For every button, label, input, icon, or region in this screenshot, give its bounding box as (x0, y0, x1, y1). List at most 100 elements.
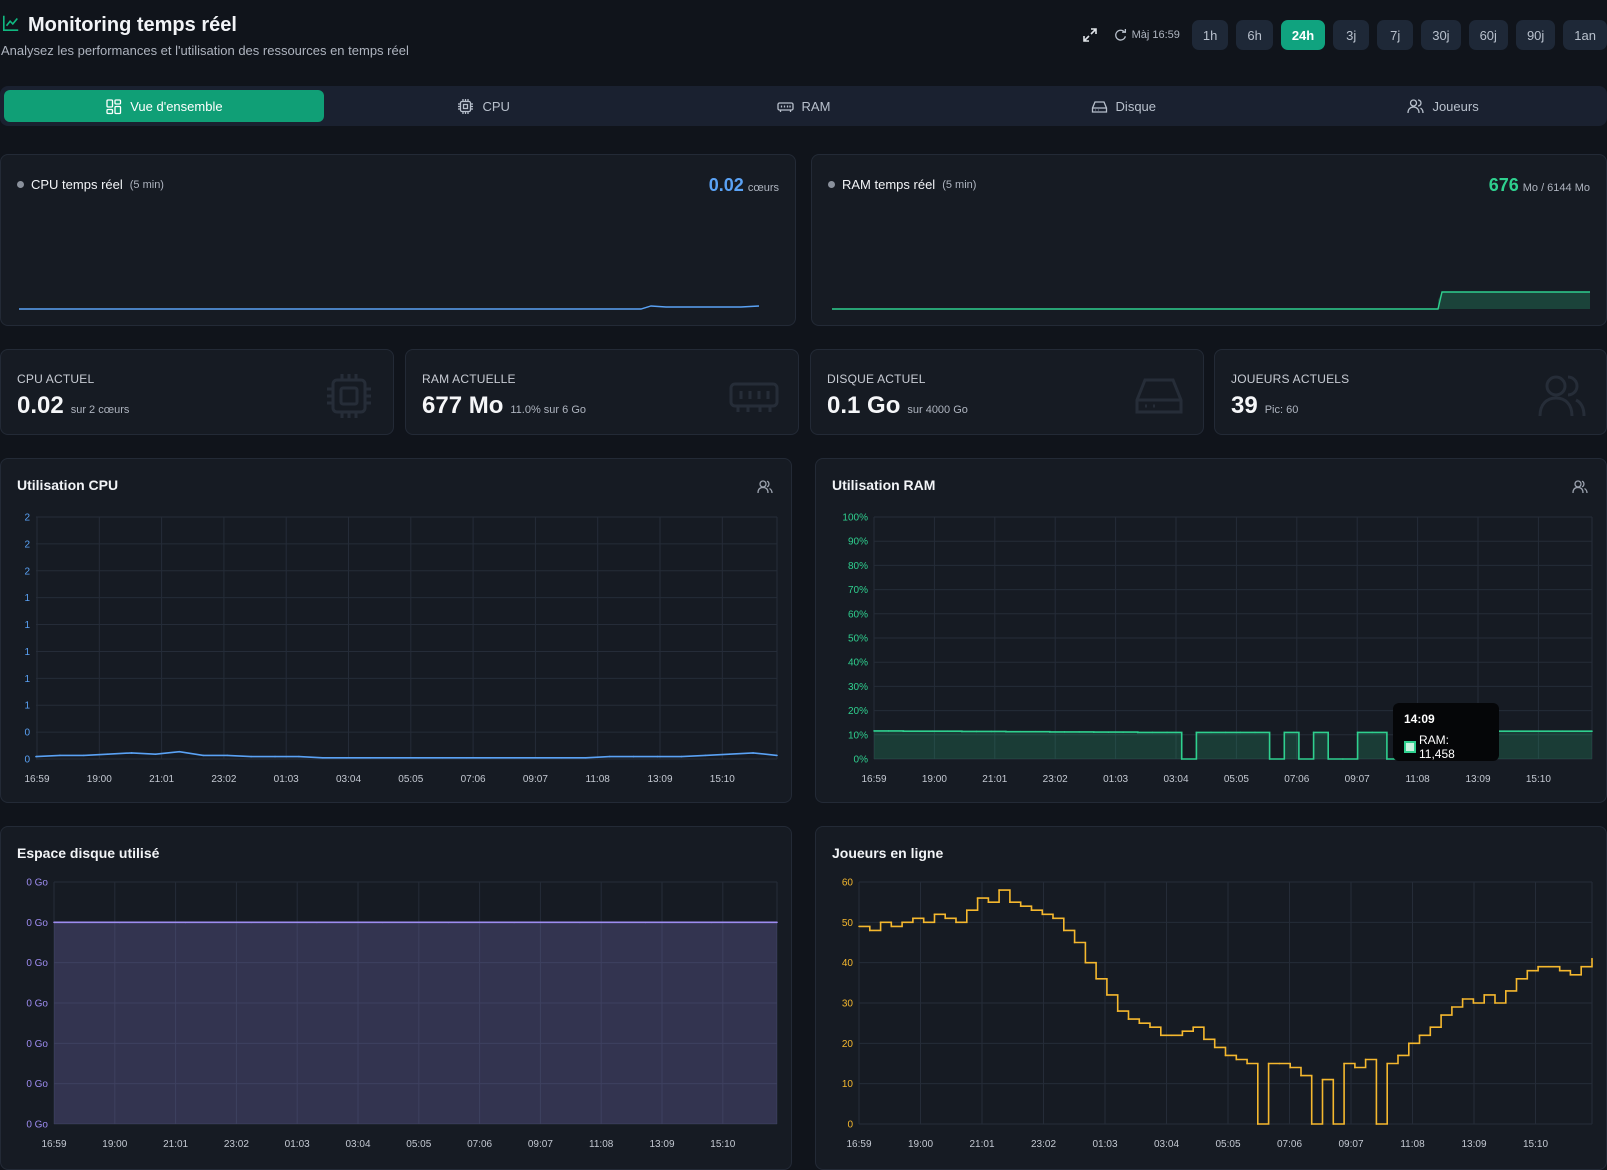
cpu-data-point (369, 756, 372, 759)
x-tick-label: 01:03 (1103, 774, 1128, 785)
ram-data-point (1298, 758, 1300, 760)
cpu-data-point (441, 756, 444, 759)
realtime-ram-sparkline (832, 291, 1590, 310)
y-tick-label: 20% (848, 706, 868, 717)
y-tick-label: 1 (24, 674, 30, 685)
ram-data-point (1224, 731, 1227, 734)
ram-data-point (1591, 730, 1593, 732)
y-tick-label: 2 (24, 539, 30, 550)
ram-data-point (1019, 730, 1022, 733)
expand-icon[interactable] (1080, 25, 1100, 45)
stat-players-detail: Pic: 60 (1264, 404, 1299, 416)
y-tick-label: 0 Go (26, 999, 48, 1010)
players-data-point (1213, 1046, 1216, 1049)
players-data-point (965, 909, 968, 912)
x-tick-label: 21:01 (982, 774, 1007, 785)
tab-label: Vue d'ensemble (130, 98, 223, 114)
x-tick-label: 19:00 (102, 1139, 127, 1150)
range-button-6h[interactable]: 6h (1236, 20, 1273, 50)
users-icon[interactable] (1572, 479, 1588, 495)
ram-data-point (1386, 758, 1388, 760)
y-tick-label: 0% (854, 755, 869, 766)
range-button-3j[interactable]: 3j (1333, 20, 1370, 50)
ram-data-point (1517, 730, 1520, 732)
tab-vue-d-ensemble[interactable]: Vue d'ensemble (4, 90, 324, 122)
players-data-point (1095, 978, 1097, 980)
players-data-point (1472, 1002, 1475, 1004)
y-tick-label: 60% (848, 609, 868, 620)
players-data-point (1300, 1074, 1302, 1077)
cpu-data-point (465, 756, 468, 759)
range-button-1h[interactable]: 1h (1191, 20, 1229, 50)
players-data-point (1030, 909, 1033, 912)
cpu-usage-title: Utilisation CPU (17, 477, 119, 493)
disk-data-point (316, 921, 318, 924)
x-tick-label: 09:07 (528, 1139, 553, 1150)
range-button-24h[interactable]: 24h (1280, 20, 1326, 50)
cpu-data-point (680, 755, 683, 758)
players-data-point (1386, 1062, 1388, 1065)
y-tick-label: 0 Go (26, 878, 48, 889)
players-data-point (1569, 973, 1572, 976)
cpu-data-point (489, 756, 491, 759)
realtime-cpu-value: 0.02 (708, 175, 744, 195)
cpu-usage-chart: 2 2 2 1 1 1 1 1 0 0 16:59 19:00 21:01 23:02 01:03 03:04… (24, 513, 778, 785)
range-button-30j[interactable]: 30j (1421, 20, 1461, 50)
realtime-ram-title: RAM temps réel (842, 177, 936, 192)
users-icon[interactable] (757, 479, 773, 495)
players-data-point (1332, 1123, 1335, 1125)
users-icon (1538, 375, 1586, 417)
cpu-series-line (35, 750, 778, 759)
title-row: Monitoring temps réel (2, 14, 237, 37)
range-button-90j[interactable]: 90j (1515, 20, 1556, 50)
disk-usage-title: Espace disque utilisé (17, 845, 160, 861)
players-data-point (1278, 1062, 1281, 1065)
x-tick-label: 23:02 (1031, 1139, 1056, 1150)
tab-joueurs[interactable]: Joueurs (1283, 90, 1603, 122)
cpu-data-point (274, 755, 276, 758)
players-data-point (1537, 965, 1539, 968)
y-tick-label: 0 (24, 755, 30, 766)
x-tick-label: 23:02 (1043, 774, 1068, 785)
x-tick-label: 23:02 (211, 774, 236, 785)
players-data-point (1084, 961, 1087, 964)
tooltip-swatch (1404, 741, 1416, 753)
y-tick-label: 10% (848, 730, 868, 741)
players-online-title: Joueurs en ligne (832, 845, 944, 861)
x-tick-label: 01:03 (285, 1139, 310, 1150)
players-data-point (1504, 990, 1507, 992)
ram-data-point (1254, 731, 1256, 734)
realtime-cpu-title-group: CPU temps réel (5 min) (17, 177, 164, 192)
players-data-point (1310, 1123, 1313, 1125)
tab-bar: Vue d'ensemble CPU RAM Disque Joueurs (0, 86, 1607, 126)
ram-data-point (1034, 730, 1036, 733)
cpu-data-point (130, 752, 133, 754)
x-tick-label: 11:08 (589, 1139, 614, 1150)
players-data-point (1019, 905, 1022, 907)
players-data-point (922, 921, 925, 924)
ram-usage-card: Utilisation RAM 100% 90% 80% 70% 60% 50% 40% 30… (815, 458, 1607, 803)
ram-data-point (902, 730, 905, 732)
ram-data-point (1576, 730, 1579, 732)
users-icon (1407, 98, 1425, 113)
ram-data-point (1356, 731, 1359, 734)
range-button-1an[interactable]: 1an (1563, 20, 1607, 50)
players-data-point (1397, 1054, 1399, 1057)
ram-data-point (1342, 758, 1344, 760)
ram-data-point (1371, 731, 1374, 734)
stat-card-ram: RAM ACTUELLE 677 Mo 11.0% sur 6 Go (405, 349, 799, 435)
players-data-point (1526, 969, 1529, 972)
disk-usage-chart: 0 Go 0 Go 0 Go 0 Go 0 Go 0 Go 0 Go 16:59 19:00 21… (26, 878, 778, 1150)
ram-data-point (1210, 731, 1212, 734)
players-data-point (1106, 994, 1108, 996)
range-button-7j[interactable]: 7j (1377, 20, 1414, 50)
stat-ram-value-group: 677 Mo 11.0% sur 6 Go (422, 392, 586, 420)
range-button-60j[interactable]: 60j (1468, 20, 1508, 50)
refresh-button[interactable]: Màj 16:59 (1114, 28, 1180, 42)
tab-cpu[interactable]: CPU (324, 90, 644, 122)
tab-ram[interactable]: RAM (644, 90, 964, 122)
ram-data-point (1092, 731, 1095, 733)
tab-disque[interactable]: Disque (963, 90, 1283, 122)
players-data-point (1073, 941, 1076, 944)
realtime-cpu-unit: cœurs (747, 182, 779, 194)
